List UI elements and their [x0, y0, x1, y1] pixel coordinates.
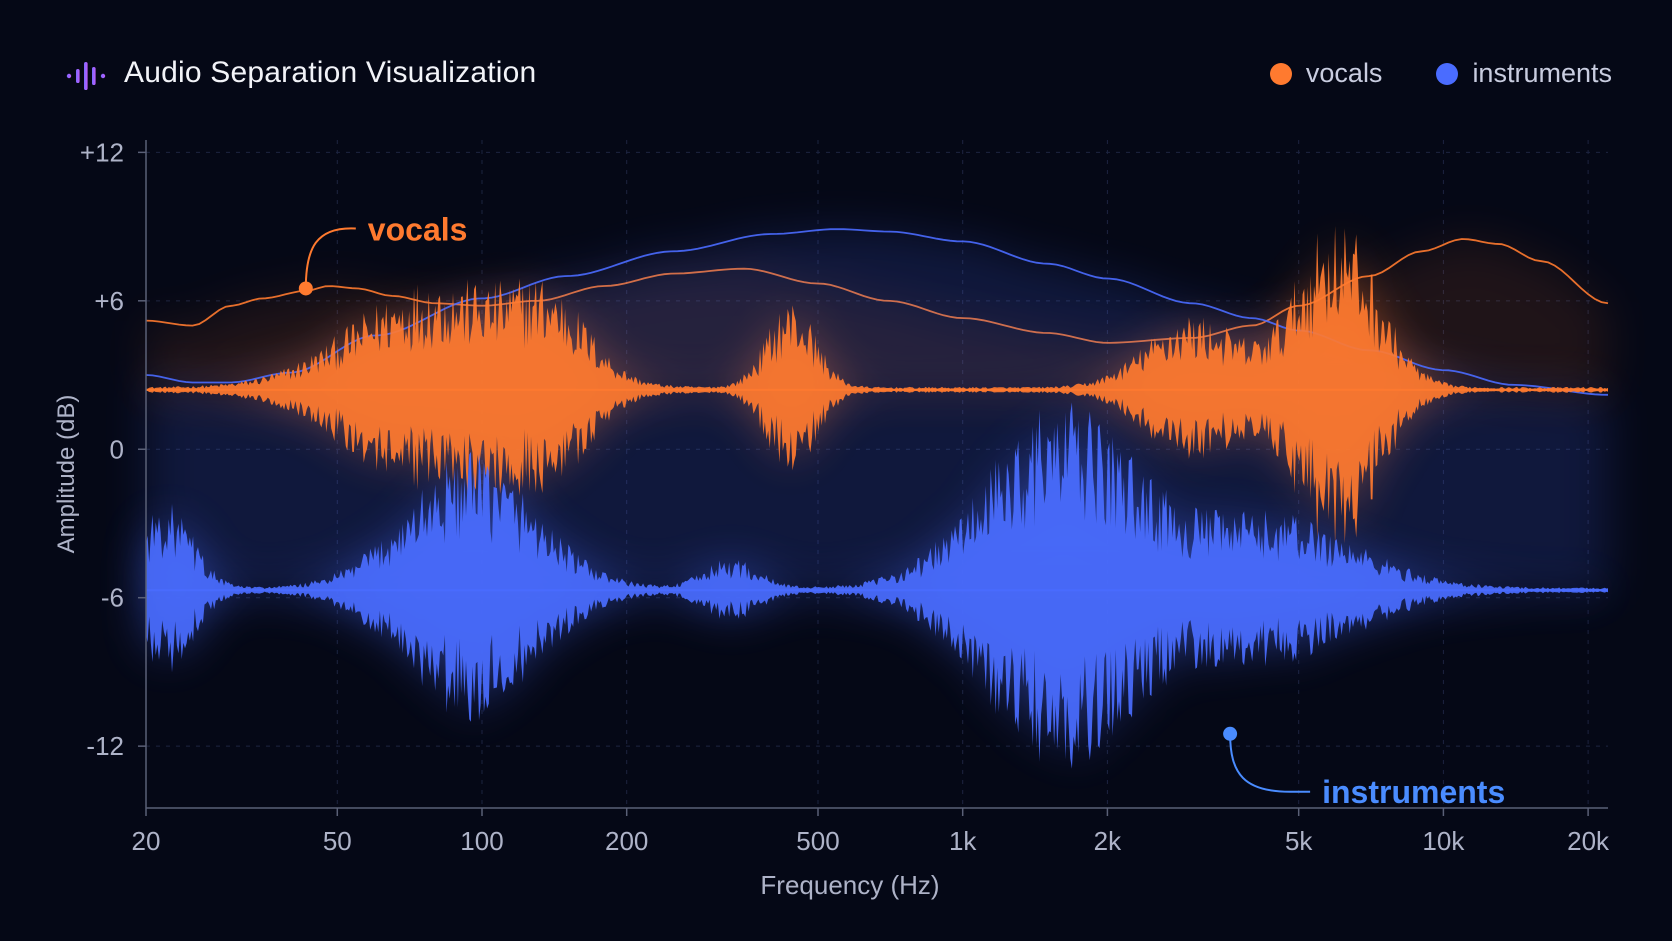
legend-swatch-vocals: [1269, 62, 1292, 85]
x-tick-label: 5k: [1285, 826, 1313, 856]
chart-title: Audio Separation Visualization: [124, 56, 537, 89]
waveform-vocals: [146, 225, 1608, 546]
marker-vocals[interactable]: [298, 281, 313, 296]
y-tick-label: 0: [110, 434, 124, 464]
annotations: vocals instruments: [298, 211, 1505, 810]
waveform-icon: [66, 62, 106, 90]
y-tick-label: -12: [86, 731, 124, 761]
y-axis-label: Amplitude (dB): [53, 395, 80, 554]
waveform-instruments: [146, 402, 1608, 769]
legend-item-vocals[interactable]: vocals: [1269, 58, 1383, 89]
y-tick-label: +6: [94, 286, 124, 316]
x-tick-label: 200: [605, 826, 648, 856]
wave-layer: [146, 225, 1608, 769]
y-tick-label: +12: [80, 137, 124, 167]
annotation-instruments: instruments: [1322, 774, 1505, 810]
callout-line-vocals: [304, 227, 356, 289]
x-tick-label: 10k: [1422, 826, 1465, 856]
legend-label-instruments: instruments: [1472, 58, 1612, 88]
callout-line-instruments: [1229, 733, 1311, 793]
y-tick-label: -6: [101, 583, 124, 613]
legend-swatch-instruments: [1436, 62, 1459, 85]
legend-label-vocals: vocals: [1305, 58, 1383, 88]
ticks: 20 50 100 200 500 1k 2k 5k 10k 20k +12 +6 0 -6 -12: [80, 137, 1610, 856]
x-tick-label: 20: [132, 826, 161, 856]
axes: [145, 140, 1608, 809]
x-tick-label: 500: [796, 826, 839, 856]
x-tick-label: 1k: [949, 826, 977, 856]
x-tick-label: 20k: [1567, 826, 1610, 856]
legend-item-instruments[interactable]: instruments: [1436, 58, 1612, 89]
x-axis-label: Frequency (Hz): [760, 870, 939, 900]
x-tick-label: 100: [460, 826, 503, 856]
x-tick-label: 50: [323, 826, 352, 856]
annotation-vocals: vocals: [368, 211, 468, 247]
x-tick-label: 2k: [1094, 826, 1122, 856]
marker-instruments[interactable]: [1223, 726, 1238, 741]
legend: vocals instruments: [1269, 58, 1612, 89]
